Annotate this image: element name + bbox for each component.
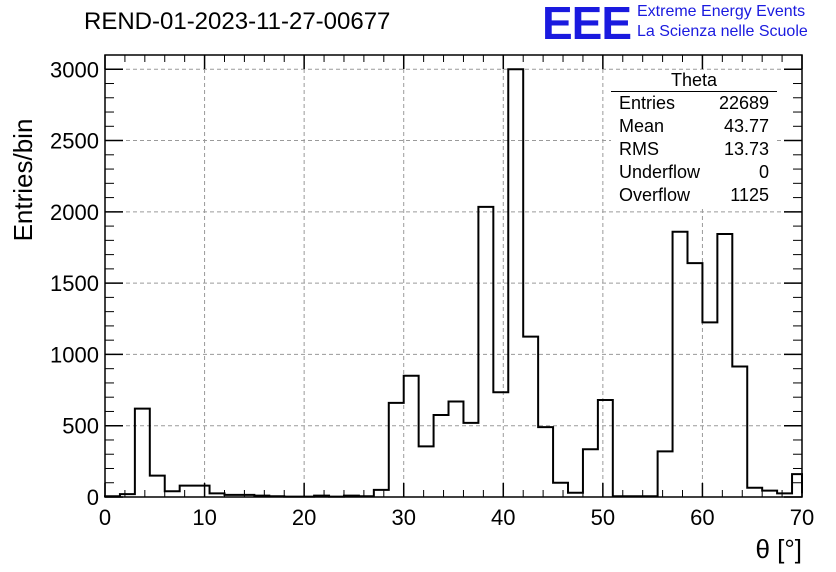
x-tick-label: 30 bbox=[391, 505, 415, 530]
y-tick-label: 2500 bbox=[50, 129, 99, 154]
logo-line-1: Extreme Energy Events bbox=[637, 3, 806, 20]
y-tick-labels: 0 500 1000 1500 2000 2500 3000 bbox=[50, 57, 99, 510]
stats-row-entries: Entries 22689 bbox=[611, 92, 777, 115]
x-tick-label: 70 bbox=[790, 505, 814, 530]
stats-value: 0 bbox=[758, 162, 769, 182]
y-tick-label: 1500 bbox=[50, 271, 99, 296]
stats-label: RMS bbox=[619, 139, 659, 159]
eee-logo-text: Extreme Energy Events La Scienza nelle S… bbox=[637, 2, 808, 42]
logo-line-2: La Scienza nelle Scuole bbox=[637, 23, 808, 40]
stats-value: 13.73 bbox=[723, 139, 769, 159]
stats-value: 1125 bbox=[730, 185, 769, 205]
x-tick-label: 20 bbox=[292, 505, 316, 530]
stats-title: Theta bbox=[611, 70, 777, 92]
y-axis-label: Entries/bin bbox=[8, 119, 38, 242]
stats-label: Mean bbox=[619, 116, 665, 136]
axis-ticks bbox=[104, 55, 803, 498]
eee-logo: EEE bbox=[542, 0, 632, 49]
x-tick-label: 40 bbox=[491, 505, 515, 530]
stats-row-mean: Mean 43.77 bbox=[611, 115, 777, 138]
plot-frame bbox=[104, 54, 803, 498]
stats-value: 43.77 bbox=[723, 116, 769, 136]
x-tick-label: 60 bbox=[690, 505, 714, 530]
stats-label: Overflow bbox=[619, 185, 691, 205]
x-axis-label: θ [°] bbox=[755, 534, 802, 564]
y-tick-label: 1000 bbox=[50, 342, 99, 367]
x-tick-label: 50 bbox=[591, 505, 615, 530]
y-tick-label: 2000 bbox=[50, 200, 99, 225]
y-tick-label: 500 bbox=[62, 414, 99, 439]
x-tick-label: 0 bbox=[99, 505, 111, 530]
stats-row-rms: RMS 13.73 bbox=[611, 138, 777, 161]
y-tick-label: 0 bbox=[87, 485, 99, 510]
stats-box: Theta Entries 22689 Mean 43.77 RMS 13.73… bbox=[611, 70, 777, 207]
stats-row-overflow: Overflow 1125 bbox=[611, 184, 777, 207]
stats-value: 22689 bbox=[718, 93, 769, 113]
stats-label: Entries bbox=[619, 93, 676, 113]
chart-title: REND-01-2023-11-27-00677 bbox=[84, 8, 391, 35]
stats-label: Underflow bbox=[619, 162, 701, 182]
stats-row-underflow: Underflow 0 bbox=[611, 161, 777, 184]
y-tick-label: 3000 bbox=[50, 57, 99, 82]
x-tick-labels: 0 10 20 30 40 50 60 70 bbox=[99, 505, 814, 530]
x-tick-label: 10 bbox=[192, 505, 216, 530]
